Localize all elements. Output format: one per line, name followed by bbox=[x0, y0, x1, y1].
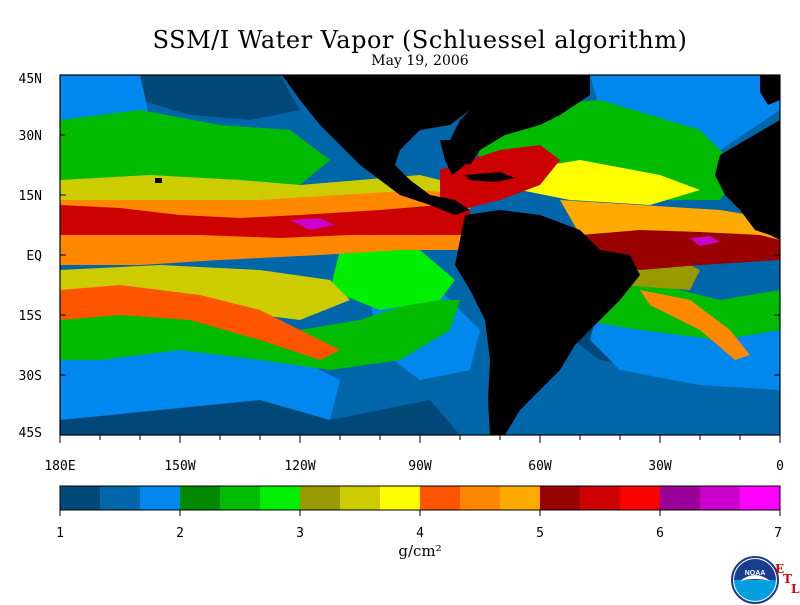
vapor-region-green-npac bbox=[60, 110, 330, 190]
colorbar-swatch bbox=[740, 486, 781, 510]
colorbar-swatch bbox=[420, 486, 461, 510]
vapor-region-yellow-natl bbox=[520, 160, 700, 205]
longitude-labels: 180E 150W 120W 90W 60W 30W 0 bbox=[44, 459, 784, 474]
lon-label-90w: 90W bbox=[408, 459, 432, 474]
colorbar-swatch bbox=[460, 486, 501, 510]
latitude-axis bbox=[60, 74, 780, 436]
etl-letter-l: L bbox=[791, 582, 800, 596]
colorbar-label-2: 2 bbox=[176, 526, 184, 541]
longitude-axis bbox=[59, 435, 781, 443]
lon-label-120w: 120W bbox=[284, 459, 315, 474]
colorbar-swatch bbox=[180, 486, 221, 510]
colorbar-label-5: 5 bbox=[536, 526, 544, 541]
colorbar-swatch bbox=[580, 486, 621, 510]
colorbar-label-3: 3 bbox=[296, 526, 304, 541]
lat-label-30n: 30N bbox=[19, 129, 42, 144]
colorbar-label-4: 4 bbox=[416, 526, 424, 541]
vapor-region-magenta-atl bbox=[690, 236, 720, 246]
colorbar-swatch bbox=[380, 486, 421, 510]
vapor-region-green-sepac bbox=[330, 250, 455, 310]
lon-label-180e: 180E bbox=[44, 459, 75, 474]
colorbar-label-6: 6 bbox=[656, 526, 664, 541]
colorbar-label-7: 7 bbox=[774, 526, 782, 541]
latitude-labels: 45N 30N 15N EQ 15S 30S 45S bbox=[19, 72, 43, 441]
vapor-region-orange-satl-plume bbox=[640, 290, 750, 360]
chart-date: May 19, 2006 bbox=[371, 53, 469, 69]
colorbar-swatch bbox=[260, 486, 301, 510]
lon-label-60w: 60W bbox=[528, 459, 552, 474]
colorbar-unit-label: g/cm² bbox=[398, 542, 442, 560]
colorbar-swatch bbox=[140, 486, 181, 510]
land-iberia bbox=[760, 75, 780, 105]
noaa-logo-text: NOAA bbox=[745, 570, 766, 577]
land-africa bbox=[715, 120, 780, 240]
colorbar-swatch bbox=[60, 486, 101, 510]
colorbar bbox=[60, 486, 781, 510]
chart-title: SSM/I Water Vapor (Schluessel algorithm) bbox=[152, 26, 688, 54]
vapor-region-magenta-spot bbox=[290, 218, 335, 230]
vapor-region-orange-spcz bbox=[60, 285, 340, 360]
colorbar-swatch bbox=[300, 486, 341, 510]
colorbar-swatch bbox=[220, 486, 261, 510]
lon-label-150w: 150W bbox=[164, 459, 195, 474]
colorbar-swatch bbox=[340, 486, 381, 510]
colorbar-swatch bbox=[100, 486, 141, 510]
vapor-region-north-pacific-low bbox=[140, 75, 300, 120]
lat-label-45s: 45S bbox=[19, 426, 42, 441]
land-hawaii bbox=[155, 178, 162, 183]
lat-label-15s: 15S bbox=[19, 309, 42, 324]
colorbar-swatch bbox=[540, 486, 581, 510]
lat-label-15n: 15N bbox=[19, 189, 42, 204]
noaa-logo: NOAA bbox=[731, 556, 779, 604]
colorbar-swatch bbox=[620, 486, 661, 510]
lat-label-eq: EQ bbox=[26, 249, 42, 264]
colorbar-ticks bbox=[59, 510, 781, 516]
land-south-america bbox=[455, 210, 640, 435]
etl-letter-e: E bbox=[775, 562, 785, 576]
etl-letter-t: T bbox=[783, 572, 792, 586]
colorbar-label-1: 1 bbox=[56, 526, 64, 541]
lat-label-30s: 30S bbox=[19, 369, 42, 384]
land-caribbean-islands bbox=[465, 172, 515, 182]
colorbar-tick-labels: 1 2 3 4 5 6 7 bbox=[56, 526, 782, 541]
colorbar-swatch bbox=[660, 486, 701, 510]
colorbar-swatch bbox=[500, 486, 541, 510]
lon-label-30w: 30W bbox=[648, 459, 672, 474]
colorbar-swatch bbox=[700, 486, 741, 510]
lat-label-45n: 45N bbox=[19, 72, 42, 87]
vapor-region-red-itcz-west bbox=[60, 205, 470, 238]
land-north-america bbox=[282, 75, 470, 215]
vapor-region-yellow-spac bbox=[60, 265, 350, 320]
land-florida bbox=[440, 140, 465, 175]
water-vapor-field bbox=[60, 75, 780, 435]
lon-label-0: 0 bbox=[776, 459, 784, 474]
land-north-america-east bbox=[450, 75, 590, 165]
